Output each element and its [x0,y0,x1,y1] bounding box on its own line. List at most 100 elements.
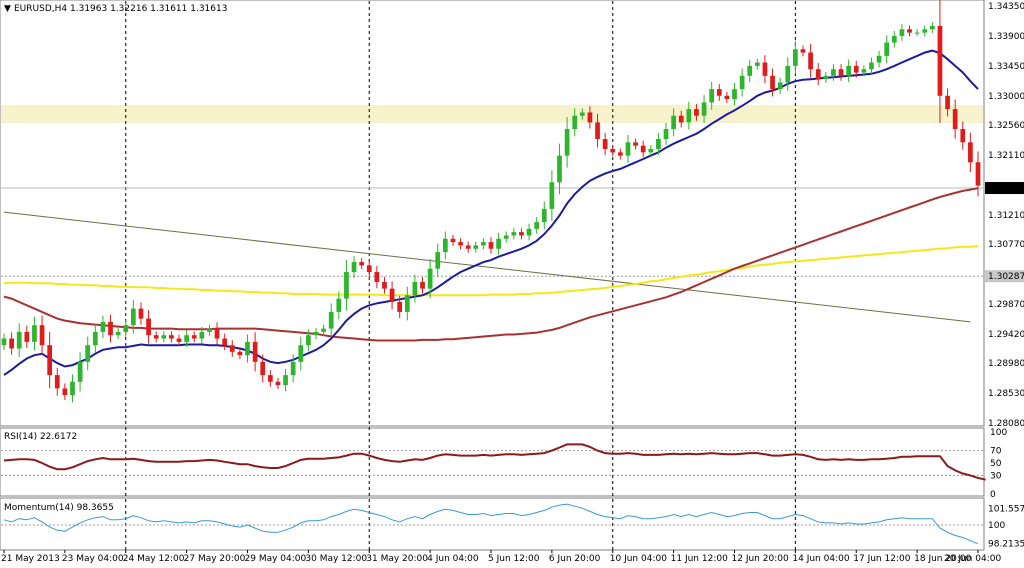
candle-body [359,262,364,266]
candle-body [336,298,342,312]
candle-body [968,142,973,163]
candle-body [762,62,768,76]
candle-body [176,338,182,342]
candle-body [237,351,243,356]
candle-body [975,162,981,186]
time-tick-label: 12 Jun 20:00 [732,554,789,564]
time-tick-label: 18 Jun 20:00 [914,554,971,564]
candle-body [891,35,897,43]
time-tick-label: 21 May 2013 [1,554,60,564]
candle-body [511,232,517,236]
candle-body [207,328,212,332]
ma100-line [3,187,979,342]
rsi-tick-label: 0 [990,490,996,500]
candle-body [656,139,661,149]
candle-body [313,331,319,336]
candle-body [115,331,121,336]
candle-body [85,345,91,362]
candle-body [519,232,524,236]
candle-body [747,65,753,76]
rsi-line [3,443,986,481]
candle-body [267,375,273,382]
candle-body [686,109,692,123]
time-tick-label: 6 Jun 20:00 [549,554,601,564]
time-tick-label: 29 May 04:00 [245,554,307,564]
candle-body [960,129,966,143]
rsi-tick-label: 100 [990,428,1007,438]
candle-body [618,152,623,156]
rsi-panel[interactable] [0,427,985,497]
candle-body [503,235,509,239]
candle-body [450,238,456,243]
resistance-zone [1,105,983,124]
candle-body [557,155,562,183]
candle-body [39,325,45,346]
candle-body [229,345,235,352]
rsi-tick-label: 30 [990,471,1002,481]
candle-body [92,331,98,346]
candle-body [716,89,722,96]
candle-body [16,331,22,349]
price-tick-label: 1.33000 [988,92,1024,102]
candle-body [595,122,600,140]
candle-body [884,42,890,56]
candle-body [808,52,813,70]
candle-body [838,69,844,76]
candle-body [823,75,829,80]
price-tick-label: 1.33450 [988,62,1024,72]
time-tick-label: 11 Jun 12:00 [671,554,728,564]
candle-body [640,145,646,153]
candle-body [937,25,943,96]
price-tick-label: 1.30770 [988,240,1024,250]
price-tick-label: 1.31210 [988,211,1024,221]
candle-body [214,328,220,339]
candle-body [625,142,631,156]
candle-body [549,182,555,209]
candle-body [610,148,616,153]
candle-body [914,32,920,34]
candle-body [724,95,730,100]
candle-body [496,238,501,249]
momentum-panel[interactable] [0,497,985,551]
candle-body [800,49,806,53]
candle-body [952,109,958,130]
price-tick-label: 1.34350 [988,2,1024,12]
candle-body [541,208,547,223]
candle-body [564,129,570,156]
time-tick-label: 27 May 20:00 [184,554,246,564]
candle-body [732,89,737,100]
candle-body [100,321,106,332]
candle-body [671,115,676,130]
candle-body [793,49,798,66]
candle-body [473,245,479,249]
price-panel[interactable] [0,0,985,427]
candle-body [572,115,578,130]
rsi-label: RSI(14) 22.6172 [4,432,77,442]
price-tick-label: 1.33900 [988,32,1024,42]
candle-body [633,142,638,146]
candle-body [199,331,205,339]
time-tick-label: 17 Jun 12:00 [853,554,910,564]
candle-body [420,282,425,289]
candle-body [275,381,281,386]
candle-body [709,89,715,103]
candle-body [815,69,821,80]
candle-body [739,75,745,90]
candle-body [169,335,174,339]
candle-body [648,148,654,153]
candle-body [283,375,288,386]
candle-body [694,109,699,116]
candle-body [412,282,418,296]
chart-header-arrow[interactable]: ▼ [4,4,11,14]
candle-body [366,265,372,273]
candle-body [526,228,532,236]
candle-body [929,25,935,30]
candle-body [602,139,608,149]
candle-body [922,29,928,33]
candle-body [853,65,859,73]
candle-body [534,222,540,229]
candle-body [108,321,113,336]
candle-body [24,331,30,342]
